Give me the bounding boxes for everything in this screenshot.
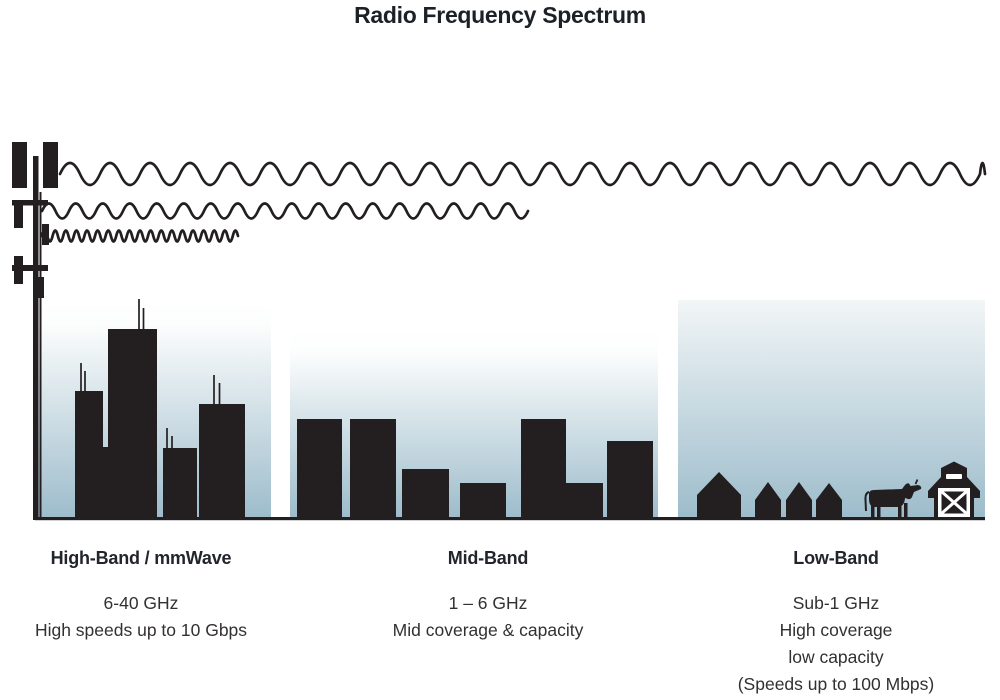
band-description-low-1: High coverage (779, 620, 893, 640)
band-description-low-3: (Speeds up to 100 Mbps) (737, 674, 935, 694)
band-heading-high: High-Band / mmWave (50, 548, 232, 568)
house-icon (816, 483, 842, 520)
rural-scene (697, 461, 980, 520)
low-band-sky-panel (678, 300, 985, 518)
band-description-mid: Mid coverage & capacity (392, 620, 584, 640)
band-frequency-low: Sub-1 GHz (792, 593, 880, 613)
band-frequency-high: 6-40 GHz (103, 593, 179, 613)
barn-icon (928, 461, 980, 520)
band-description-low-2: low capacity (788, 647, 884, 667)
band-label-low: Low-Band Sub-1 GHz High coverage low cap… (706, 548, 966, 698)
band-frequency-mid: 1 – 6 GHz (448, 593, 528, 613)
ground-line (35, 517, 985, 521)
mid-frequency-wave-icon (40, 202, 530, 220)
house-icon (786, 482, 812, 520)
band-heading-low: Low-Band (793, 548, 879, 568)
town-buildings-icon (297, 419, 653, 520)
radio-waves (40, 161, 987, 243)
cell-tower-icon (12, 142, 58, 520)
cow-icon (864, 479, 922, 520)
band-description-high: High speeds up to 10 Gbps (34, 620, 248, 640)
band-heading-mid: Mid-Band (447, 548, 529, 568)
house-icon (697, 472, 741, 520)
house-icon (755, 482, 781, 520)
rooftop-antennas (80, 299, 221, 449)
diagram-title: Radio Frequency Spectrum (354, 2, 646, 28)
band-label-mid: Mid-Band 1 – 6 GHz Mid coverage & capaci… (358, 548, 618, 644)
city-buildings-icon (75, 299, 245, 520)
low-frequency-wave-icon (58, 161, 987, 187)
band-label-high: High-Band / mmWave 6-40 GHz High speeds … (11, 548, 271, 644)
high-frequency-wave-icon (40, 229, 240, 243)
